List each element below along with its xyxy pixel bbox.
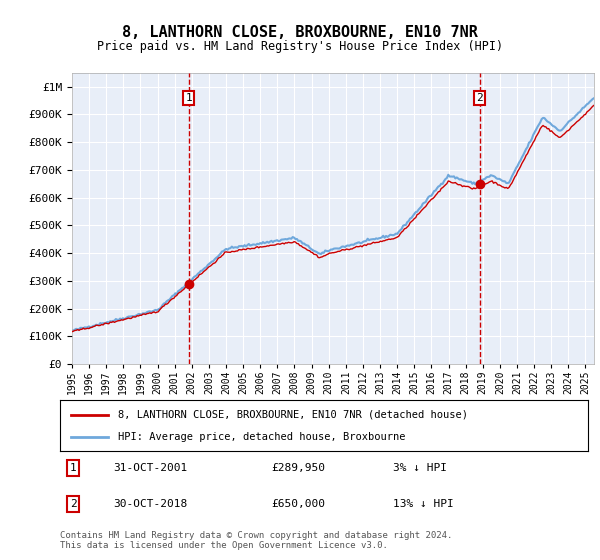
Text: 31-OCT-2001: 31-OCT-2001 <box>113 463 187 473</box>
Text: 30-OCT-2018: 30-OCT-2018 <box>113 499 187 509</box>
Text: 8, LANTHORN CLOSE, BROXBOURNE, EN10 7NR (detached house): 8, LANTHORN CLOSE, BROXBOURNE, EN10 7NR … <box>118 409 468 419</box>
Text: HPI: Average price, detached house, Broxbourne: HPI: Average price, detached house, Brox… <box>118 432 406 442</box>
Text: 2: 2 <box>476 93 483 103</box>
Text: 8, LANTHORN CLOSE, BROXBOURNE, EN10 7NR: 8, LANTHORN CLOSE, BROXBOURNE, EN10 7NR <box>122 25 478 40</box>
Text: 2: 2 <box>70 499 77 509</box>
Text: 1: 1 <box>70 463 77 473</box>
Text: Contains HM Land Registry data © Crown copyright and database right 2024.
This d: Contains HM Land Registry data © Crown c… <box>60 531 452 550</box>
Text: Price paid vs. HM Land Registry's House Price Index (HPI): Price paid vs. HM Land Registry's House … <box>97 40 503 53</box>
Text: £650,000: £650,000 <box>271 499 325 509</box>
Text: 3% ↓ HPI: 3% ↓ HPI <box>392 463 446 473</box>
Text: 1: 1 <box>185 93 192 103</box>
Text: £289,950: £289,950 <box>271 463 325 473</box>
Text: 13% ↓ HPI: 13% ↓ HPI <box>392 499 454 509</box>
